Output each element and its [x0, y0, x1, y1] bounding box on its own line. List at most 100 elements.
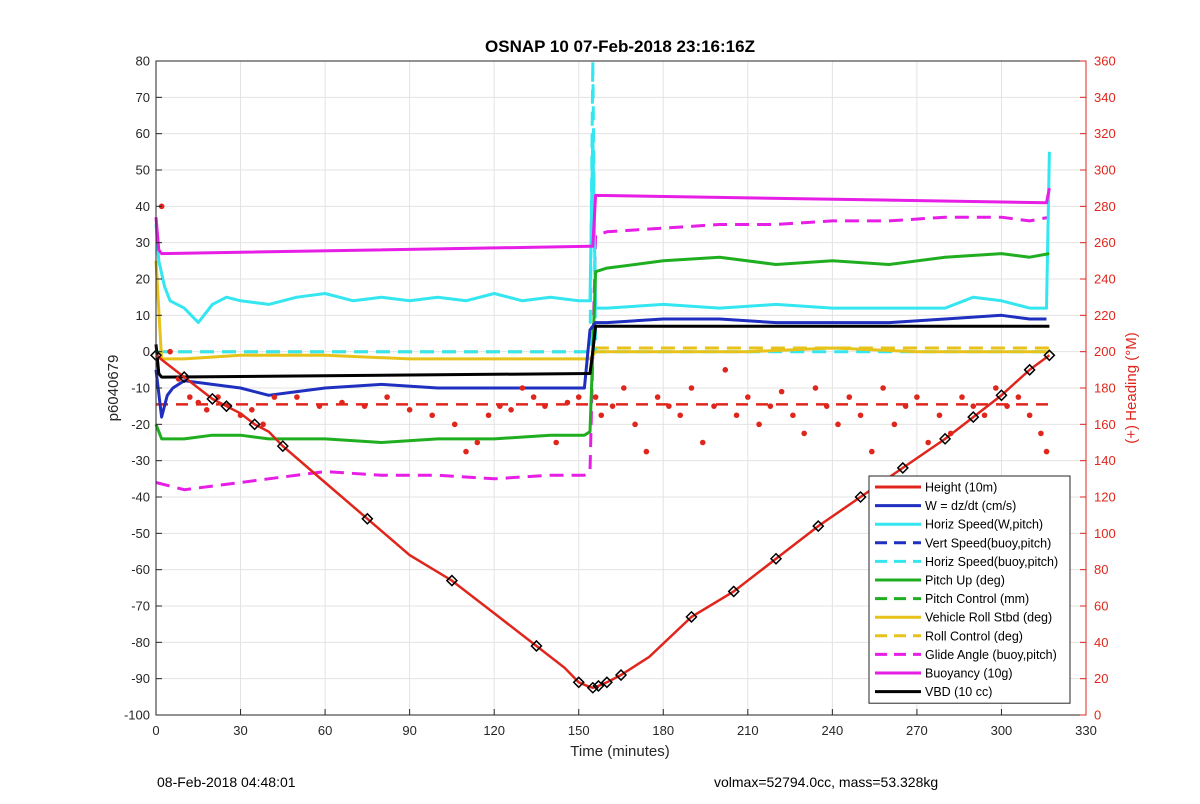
y2-tick-label: 60 — [1094, 599, 1108, 614]
heading-layer — [158, 203, 1050, 455]
y2-tick-label: 40 — [1094, 635, 1108, 650]
series-layer — [154, 59, 1051, 690]
x-tick-label: 90 — [402, 723, 416, 738]
depth-marker — [854, 490, 867, 504]
heading-point — [429, 412, 435, 419]
depth-marker — [586, 681, 599, 694]
heading-point — [237, 412, 244, 419]
y2-tick-label: 120 — [1094, 490, 1116, 505]
depth-marker — [276, 440, 289, 453]
depth-marker — [1023, 363, 1036, 376]
heading-point — [406, 407, 413, 413]
heading-point — [869, 448, 875, 455]
footer-timestamp: 08-Feb-2018 04:48:01 — [157, 774, 296, 790]
x-tick-label: 330 — [1075, 723, 1097, 738]
depth-marker — [592, 679, 605, 692]
depth-marker — [1043, 349, 1056, 362]
y2-tick-label: 20 — [1094, 671, 1108, 686]
heading-point — [519, 385, 526, 391]
y-tick-label: -100 — [124, 708, 150, 723]
y2-tick-label: 320 — [1094, 126, 1116, 141]
y-tick-label: -90 — [131, 671, 150, 686]
y2-tick-label: 180 — [1094, 381, 1116, 396]
heading-point — [1026, 412, 1033, 419]
series-horiz-speed-w-pitch — [154, 132, 1051, 325]
heading-point — [1043, 448, 1050, 455]
depth-marker — [995, 389, 1008, 402]
heading-point — [553, 439, 559, 446]
heading-point — [993, 385, 999, 391]
heading-point — [592, 394, 599, 400]
x-tick-label: 240 — [822, 723, 844, 738]
legend-entry: VBD (10 cc) — [925, 685, 992, 699]
heading-point — [575, 394, 582, 400]
heading-point — [812, 385, 819, 391]
heading-point — [880, 385, 886, 391]
heading-point — [316, 403, 323, 409]
y2-tick-label: 80 — [1094, 562, 1108, 577]
x-tick-label: 300 — [991, 723, 1013, 738]
y2-tick-label: 0 — [1094, 708, 1101, 723]
heading-point — [823, 403, 830, 409]
depth-marker — [530, 639, 543, 653]
y-tick-label: 80 — [136, 54, 150, 69]
x-tick-label: 30 — [233, 723, 247, 738]
y2-tick-label: 100 — [1094, 526, 1116, 541]
y-tick-label: -30 — [131, 453, 150, 468]
heading-point — [790, 412, 796, 419]
heading-point — [733, 412, 740, 419]
y2-axis-label: (+) Heading (°M) — [1123, 332, 1140, 443]
axes: 0 30 60 90 120 150 180 210 240 270 300 330807060504… — [124, 54, 1116, 739]
heading-point — [294, 394, 300, 400]
heading-point — [654, 394, 661, 400]
heading-point — [530, 394, 537, 400]
heading-point — [1015, 394, 1022, 400]
legend-entry: Vehicle Roll Stbd (deg) — [925, 611, 1052, 625]
x-tick-label: 0 — [152, 723, 159, 738]
heading-point — [542, 403, 548, 409]
y2-tick-label: 220 — [1094, 308, 1116, 323]
heading-point — [936, 412, 943, 419]
legend-entry: Pitch Up (deg) — [925, 574, 1005, 588]
series-w-dz-dt-cm-s — [154, 313, 1047, 419]
y-tick-label: -60 — [131, 562, 150, 577]
depth-marker — [178, 371, 191, 384]
heading-point — [666, 403, 672, 409]
y-tick-label: -50 — [131, 526, 150, 541]
heading-point — [564, 399, 571, 406]
y2-tick-label: 260 — [1094, 235, 1116, 250]
y-tick-label: -70 — [131, 599, 150, 614]
legend-entry: Horiz Speed(W,pitch) — [925, 518, 1043, 532]
y2-tick-label: 300 — [1094, 163, 1116, 178]
depth-marker — [727, 585, 740, 598]
heading-point — [970, 403, 977, 409]
y-tick-label: -40 — [131, 490, 150, 505]
heading-point — [891, 421, 898, 428]
depth-marker — [614, 668, 628, 682]
heading-point — [699, 439, 706, 446]
heading-point — [857, 412, 864, 419]
heading-point — [947, 430, 954, 437]
depth-marker — [206, 392, 219, 405]
heading-point — [902, 403, 909, 409]
heading-point — [474, 439, 481, 446]
legend-entry: Buoyancy (10g) — [925, 667, 1013, 681]
y2-tick-label: 160 — [1094, 417, 1116, 432]
heading-point — [745, 394, 751, 400]
heading-point — [195, 399, 202, 406]
heading-point — [643, 448, 650, 455]
heading-point — [1038, 430, 1044, 437]
y-tick-label: 50 — [136, 163, 150, 178]
heading-point — [914, 394, 920, 400]
heading-point — [1004, 403, 1010, 409]
legend: Height (10m) W = dz/dt (cm/s) Horiz Speed(… — [868, 475, 1071, 704]
series-vbd-10-cc — [154, 324, 1050, 379]
heading-point — [463, 448, 469, 455]
y-tick-label: 0 — [143, 344, 150, 359]
depth-marker — [572, 676, 585, 689]
depth-marker — [149, 349, 163, 362]
legend-entry: W = dz/dt (cm/s) — [925, 499, 1016, 513]
heading-point — [271, 394, 278, 400]
y-tick-label: -10 — [131, 381, 150, 396]
